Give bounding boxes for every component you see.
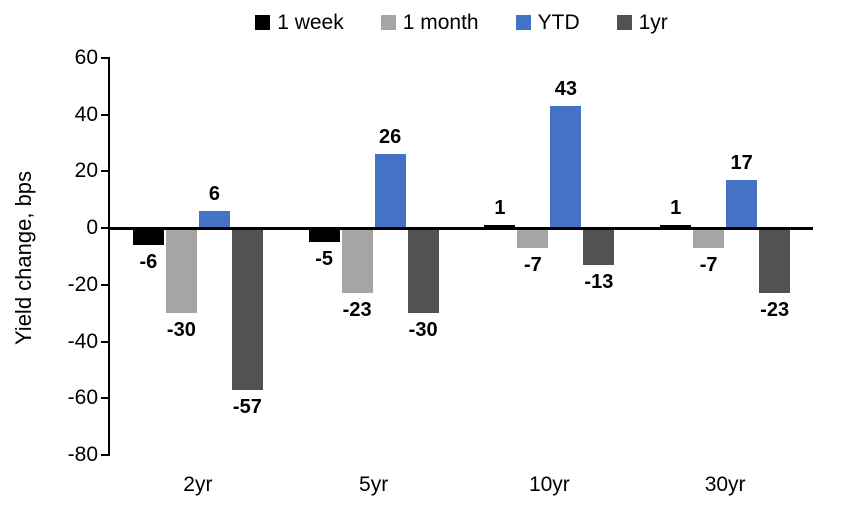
bar-1-month-30yr: [693, 228, 725, 248]
data-label: -23: [760, 299, 790, 322]
y-tick-mark: [101, 454, 109, 456]
legend-label: 1yr: [638, 10, 668, 34]
bar-1-month-5yr: [341, 228, 373, 294]
data-label: -23: [342, 299, 372, 322]
legend-swatch-icon: [380, 14, 396, 30]
x-axis-label-30yr: 30yr: [704, 473, 746, 496]
x-axis-label-2yr: 2yr: [183, 473, 213, 496]
data-label: -30: [166, 319, 196, 342]
bar-1-month-2yr: [165, 228, 197, 314]
legend-label: 1 month: [402, 10, 479, 34]
y-tick-mark: [101, 227, 109, 230]
legend-swatch-icon: [255, 14, 271, 30]
y-tick-label: 0: [86, 216, 98, 240]
data-label: 43: [554, 78, 577, 101]
data-label: 1: [670, 197, 682, 220]
y-tick-label: -60: [67, 386, 98, 410]
bar-YTD-2yr: [198, 211, 230, 229]
y-tick-label: -80: [67, 443, 98, 466]
legend-item-1-week: 1 week: [255, 12, 344, 33]
y-tick-mark: [101, 340, 109, 343]
y-tick-label: 20: [74, 159, 98, 183]
legend-item-YTD: YTD: [515, 10, 580, 34]
bar-1yr-2yr: [231, 228, 263, 390]
bar-1yr-5yr: [407, 228, 439, 314]
data-label: -5: [315, 248, 334, 271]
y-tick-mark: [101, 397, 109, 400]
y-tick-mark: [101, 113, 109, 116]
data-label: -57: [232, 395, 262, 418]
legend-item-1-month: 1 month: [380, 10, 479, 34]
y-tick-mark: [101, 57, 109, 59]
y-tick-label: -40: [67, 329, 98, 353]
legend-swatch-icon: [515, 14, 531, 30]
data-label: -6: [139, 251, 158, 274]
zero-baseline: [108, 226, 813, 230]
bar-1-week-2yr: [132, 228, 164, 246]
bar-1-week-5yr: [308, 228, 340, 243]
data-label: 17: [730, 151, 753, 174]
bar-1yr-30yr: [759, 228, 791, 294]
data-label: 1: [494, 197, 506, 220]
y-tick-mark: [101, 283, 109, 286]
y-tick-label: 60: [74, 46, 98, 69]
bar-1yr-10yr: [583, 228, 615, 265]
legend: 1 week 1 month YTD 1yr: [110, 7, 813, 37]
bar-YTD-5yr: [374, 154, 406, 229]
y-axis-title: Yield change, bps: [11, 170, 36, 346]
data-label: -7: [699, 253, 718, 276]
x-axis-label-5yr: 5yr: [359, 473, 389, 496]
legend-item-1yr: 1yr: [616, 10, 668, 34]
data-label: -13: [584, 271, 614, 293]
bar-1-month-10yr: [517, 228, 549, 248]
y-tick-label: -20: [67, 272, 98, 296]
bar-YTD-10yr: [550, 106, 582, 229]
y-axis-line: [108, 57, 110, 456]
x-axis-label-10yr: 10yr: [528, 473, 570, 496]
legend-label: YTD: [537, 10, 580, 34]
y-tick-mark: [101, 170, 109, 173]
y-tick-label: 40: [74, 102, 98, 126]
bar-YTD-30yr: [726, 179, 758, 229]
data-label: -7: [523, 253, 542, 276]
legend-swatch-icon: [616, 14, 632, 30]
data-label: -30: [408, 319, 438, 342]
data-label: 26: [379, 126, 402, 149]
legend-label: 1 week: [277, 10, 344, 34]
data-label: 6: [208, 183, 220, 206]
